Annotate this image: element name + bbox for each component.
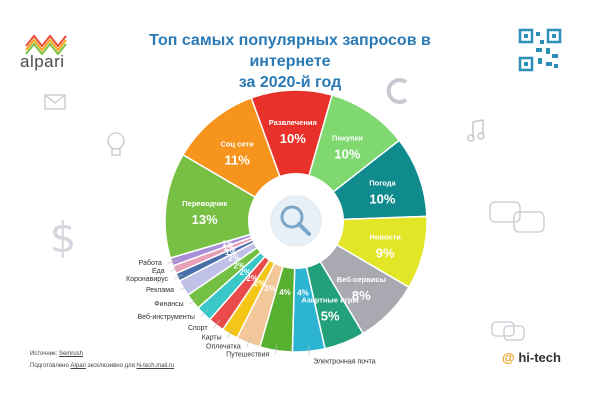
lightbulb-icon	[107, 132, 125, 156]
chart-title-line1: Топ самых популярных запросов в интернет…	[149, 32, 431, 70]
leader-line	[227, 328, 234, 338]
slice-value-label: 2%	[246, 274, 258, 283]
slice-name-label: Реклама	[146, 287, 174, 294]
slice-value-label: 3%	[264, 284, 276, 293]
slice-value-label: 8%	[352, 288, 371, 303]
chat-bubbles-icon	[491, 321, 525, 341]
slice-name-label: Веб-инструменты	[138, 313, 195, 321]
leader-line	[170, 267, 181, 272]
slice-value-label: 1%	[225, 248, 237, 257]
slice-value-label: 4%	[297, 289, 309, 298]
qr-code-icon	[518, 28, 562, 72]
slice-name-label: Новости	[369, 233, 401, 242]
footer-source: Источник: Semrush	[30, 351, 83, 357]
slice-name-label: Развлечения	[269, 118, 317, 127]
leader-line	[189, 297, 198, 305]
slice-value-label: 11%	[224, 152, 250, 167]
chart-title-line2: за 2020-й год	[238, 74, 342, 91]
slice-развлечения	[250, 89, 334, 224]
alpari-logo-icon	[25, 34, 67, 56]
leader-line	[213, 319, 220, 329]
hitech-at-icon: @	[502, 350, 515, 365]
slice-value-label: 2%	[233, 261, 245, 270]
leader-line	[200, 309, 209, 318]
slice-value-label: 10%	[334, 147, 360, 162]
leader-line	[179, 284, 189, 291]
slice-value-label: 2%	[239, 268, 251, 277]
slice-value-label: 10%	[369, 192, 395, 207]
svg-text:$: $	[50, 213, 77, 260]
footer-prepared-brand[interactable]: Alpari	[70, 363, 86, 369]
slice-value-label: 9%	[376, 246, 395, 261]
slice-name-label: Карты	[202, 334, 222, 341]
footer-prepared-site[interactable]: hi-tech.mail.ru	[136, 363, 175, 369]
slice-value-label: 4%	[279, 288, 291, 297]
slice-name-label: Спорт	[188, 325, 208, 332]
slice-переводчик	[164, 153, 298, 259]
slice-name-label: Веб-сервисы	[337, 275, 386, 284]
leader-line	[167, 259, 178, 264]
slice-value-label: 2%	[228, 254, 240, 263]
envelope-icon	[44, 94, 66, 110]
alpari-logo-text: alpari	[20, 52, 65, 71]
leader-line	[275, 344, 278, 355]
dollar-icon: $	[50, 213, 77, 260]
leader-line	[173, 274, 184, 280]
footer-prepared: Подготовлено Alpari эксклюзивно для hi-t…	[30, 363, 174, 369]
footer-source-label: Источник:	[30, 351, 58, 357]
slice-name-label: Работа	[139, 259, 162, 267]
slice-value-label: 13%	[192, 212, 218, 227]
slice-value-label: 1%	[223, 244, 235, 253]
slice-name-label: Коронавирус	[126, 276, 168, 283]
slice-name-label: Электронная почта	[313, 358, 376, 365]
slice-name-label: Переводчик	[182, 199, 227, 208]
leader-line	[246, 337, 251, 347]
slice-name-label: Покупки	[332, 134, 363, 143]
slice-name-label: Азартные игры	[302, 295, 359, 304]
footer-source-link[interactable]: Semrush	[58, 351, 83, 357]
slice-name-label: Соц сети	[220, 139, 254, 148]
slice-value-label: 2%	[254, 279, 266, 288]
magnifier-icon	[270, 195, 322, 247]
footer-prepared-prefix: Подготовлено	[30, 363, 69, 369]
leader-line	[307, 345, 310, 356]
slice-value-label: 10%	[280, 131, 306, 146]
slice-value-label: 5%	[321, 308, 340, 323]
slice-name-label: Финансы	[154, 301, 183, 308]
megaphone-icon	[386, 78, 408, 104]
slice-value-label: 1%	[222, 239, 234, 248]
footer-prepared-mid: эксклюзивно для	[87, 363, 135, 369]
slice-name-label: Погода	[369, 179, 396, 188]
hitech-brand-name: hi-tech	[518, 350, 561, 365]
hitech-brand: @ hi-tech	[502, 350, 561, 365]
slice-name-label: Оплечатка	[206, 344, 241, 351]
slice-name-label: Еда	[152, 268, 165, 275]
chat-bubbles-icon	[489, 201, 545, 233]
music-note-icon	[467, 119, 485, 142]
chart-title: Топ самых популярных запросов в интернет…	[110, 30, 470, 93]
slice-name-label: Путешествия	[226, 351, 269, 358]
